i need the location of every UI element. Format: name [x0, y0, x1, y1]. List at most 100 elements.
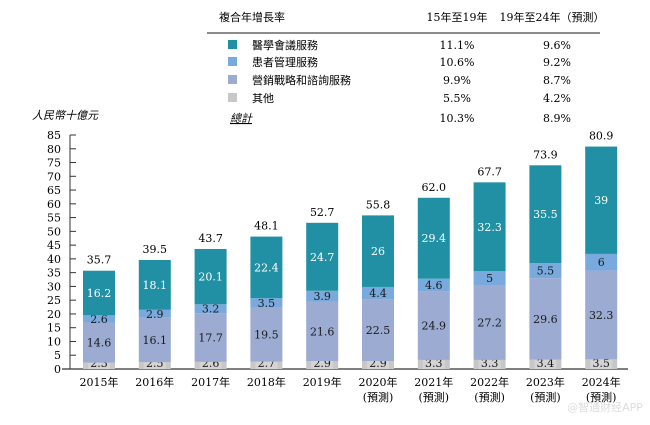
- total-label: 62.0: [422, 181, 447, 194]
- label-bg: [143, 358, 166, 369]
- total-label: 52.7: [310, 206, 335, 219]
- data-label: 3.4: [537, 357, 555, 370]
- y-tick-label: 85: [47, 129, 61, 142]
- data-label: 3.2: [202, 303, 220, 316]
- data-label: 24.9: [422, 320, 447, 333]
- cagr-col1-header: 15年至19年: [427, 10, 488, 24]
- bar-segment: [362, 215, 394, 287]
- y-tick-label: 5: [54, 349, 61, 362]
- bar-segment: [473, 271, 506, 286]
- x-tick-label: 2015年: [80, 375, 119, 389]
- y-tick-label: 15: [47, 322, 61, 335]
- x-tick-label: 2018年: [247, 375, 286, 389]
- bar-segment: [362, 286, 394, 300]
- data-label: 32.3: [589, 309, 614, 322]
- forecast-label: (預測): [474, 390, 505, 404]
- cagr-table: 複合年增長率 15年至19年 19年至24年（預測） 醫學會議服務 11.1% 9.…: [207, 10, 605, 125]
- data-label: 39: [594, 194, 608, 207]
- forecast-label: (預測): [530, 390, 561, 404]
- bar-segment: [250, 236, 283, 299]
- bar-segment: [306, 222, 339, 291]
- data-label: 6: [598, 256, 605, 269]
- legend-swatch: [228, 57, 237, 66]
- data-label: 4.6: [425, 279, 443, 292]
- y-tick-label: 0: [54, 363, 61, 376]
- y-tick-label: 80: [47, 143, 61, 156]
- x-tick-label: 2024年: [582, 375, 621, 389]
- cagr-value-19-24: 8.7%: [543, 74, 571, 87]
- label-bg: [199, 358, 222, 369]
- legend-label: 其他: [252, 92, 274, 105]
- cagr-value-19-24: 4.2%: [543, 92, 571, 105]
- legend-swatch: [228, 40, 237, 49]
- x-tick-label: 2022年: [470, 375, 509, 389]
- data-label: 3.3: [425, 357, 443, 370]
- y-tick-label: 50: [47, 225, 61, 238]
- data-label: 24.7: [310, 251, 335, 264]
- data-label: 2.6: [90, 313, 108, 326]
- bar-segment: [194, 313, 227, 362]
- label-bg: [478, 358, 501, 369]
- x-tick-label: 2016年: [135, 375, 174, 389]
- bar-segment: [417, 197, 450, 279]
- data-label: 4.4: [369, 287, 387, 300]
- bar-segment: [306, 290, 339, 302]
- bar-segment: [83, 270, 115, 316]
- label-bg: [367, 358, 389, 369]
- bar-segment: [194, 248, 227, 305]
- data-label: 20.1: [198, 271, 223, 284]
- data-label: 22.4: [254, 261, 279, 274]
- y-tick-label: 35: [47, 267, 61, 280]
- y-tick-label: 45: [47, 239, 61, 252]
- data-label: 3.3: [481, 357, 499, 370]
- data-label: 18.1: [143, 279, 168, 292]
- total-cagr-15-19: 10.3%: [440, 112, 475, 125]
- data-label: 26: [371, 245, 385, 258]
- total-label: 35.7: [87, 254, 112, 267]
- bar-segment: [473, 285, 506, 360]
- data-label: 22.5: [366, 324, 391, 337]
- data-label: 27.2: [477, 316, 502, 329]
- total-label: 80.9: [589, 130, 614, 143]
- label-bg: [255, 358, 278, 369]
- label-bg: [534, 358, 557, 369]
- data-label: 29.4: [422, 232, 447, 245]
- y-tick-label: 65: [47, 184, 61, 197]
- data-label: 19.5: [254, 329, 279, 342]
- y-tick-label: 60: [47, 198, 61, 211]
- bar-segment: [194, 304, 227, 314]
- bar-segment: [417, 291, 450, 360]
- label-bg: [590, 358, 613, 369]
- legend-label: 醫學會議服務: [252, 38, 318, 52]
- data-label: 17.7: [198, 331, 223, 344]
- bar-segment: [585, 146, 618, 254]
- cagr-value-15-19: 9.9%: [443, 74, 471, 87]
- data-label: 5.5: [537, 265, 555, 278]
- y-tick-label: 20: [47, 308, 61, 321]
- total-label: 總計: [230, 112, 253, 125]
- total-label: 67.7: [477, 165, 502, 178]
- bar-segment: [585, 253, 618, 271]
- bar-segment: [138, 309, 171, 318]
- cagr-col2-header: 19年至24年（預測）: [500, 10, 605, 24]
- bar-segment: [585, 270, 618, 360]
- label-bg: [311, 358, 334, 369]
- bar-segment: [83, 322, 115, 363]
- bar-segment: [529, 263, 562, 279]
- cagr-title: 複合年增長率: [219, 10, 285, 24]
- data-label: 16.1: [143, 334, 168, 347]
- label-bg: [88, 358, 110, 369]
- total-label: 39.5: [143, 243, 168, 256]
- x-tick-label: 2020年: [359, 375, 398, 389]
- label-bg: [422, 358, 445, 369]
- y-tick-label: 10: [47, 335, 61, 348]
- data-label: 3.5: [592, 357, 610, 370]
- data-label: 16.2: [87, 287, 112, 300]
- total-label: 73.9: [533, 148, 558, 161]
- legend-swatch: [228, 75, 237, 84]
- data-label: 3.9: [313, 290, 331, 303]
- y-tick-label: 70: [47, 170, 61, 183]
- data-label: 5: [486, 272, 493, 285]
- bar-segment: [417, 278, 450, 292]
